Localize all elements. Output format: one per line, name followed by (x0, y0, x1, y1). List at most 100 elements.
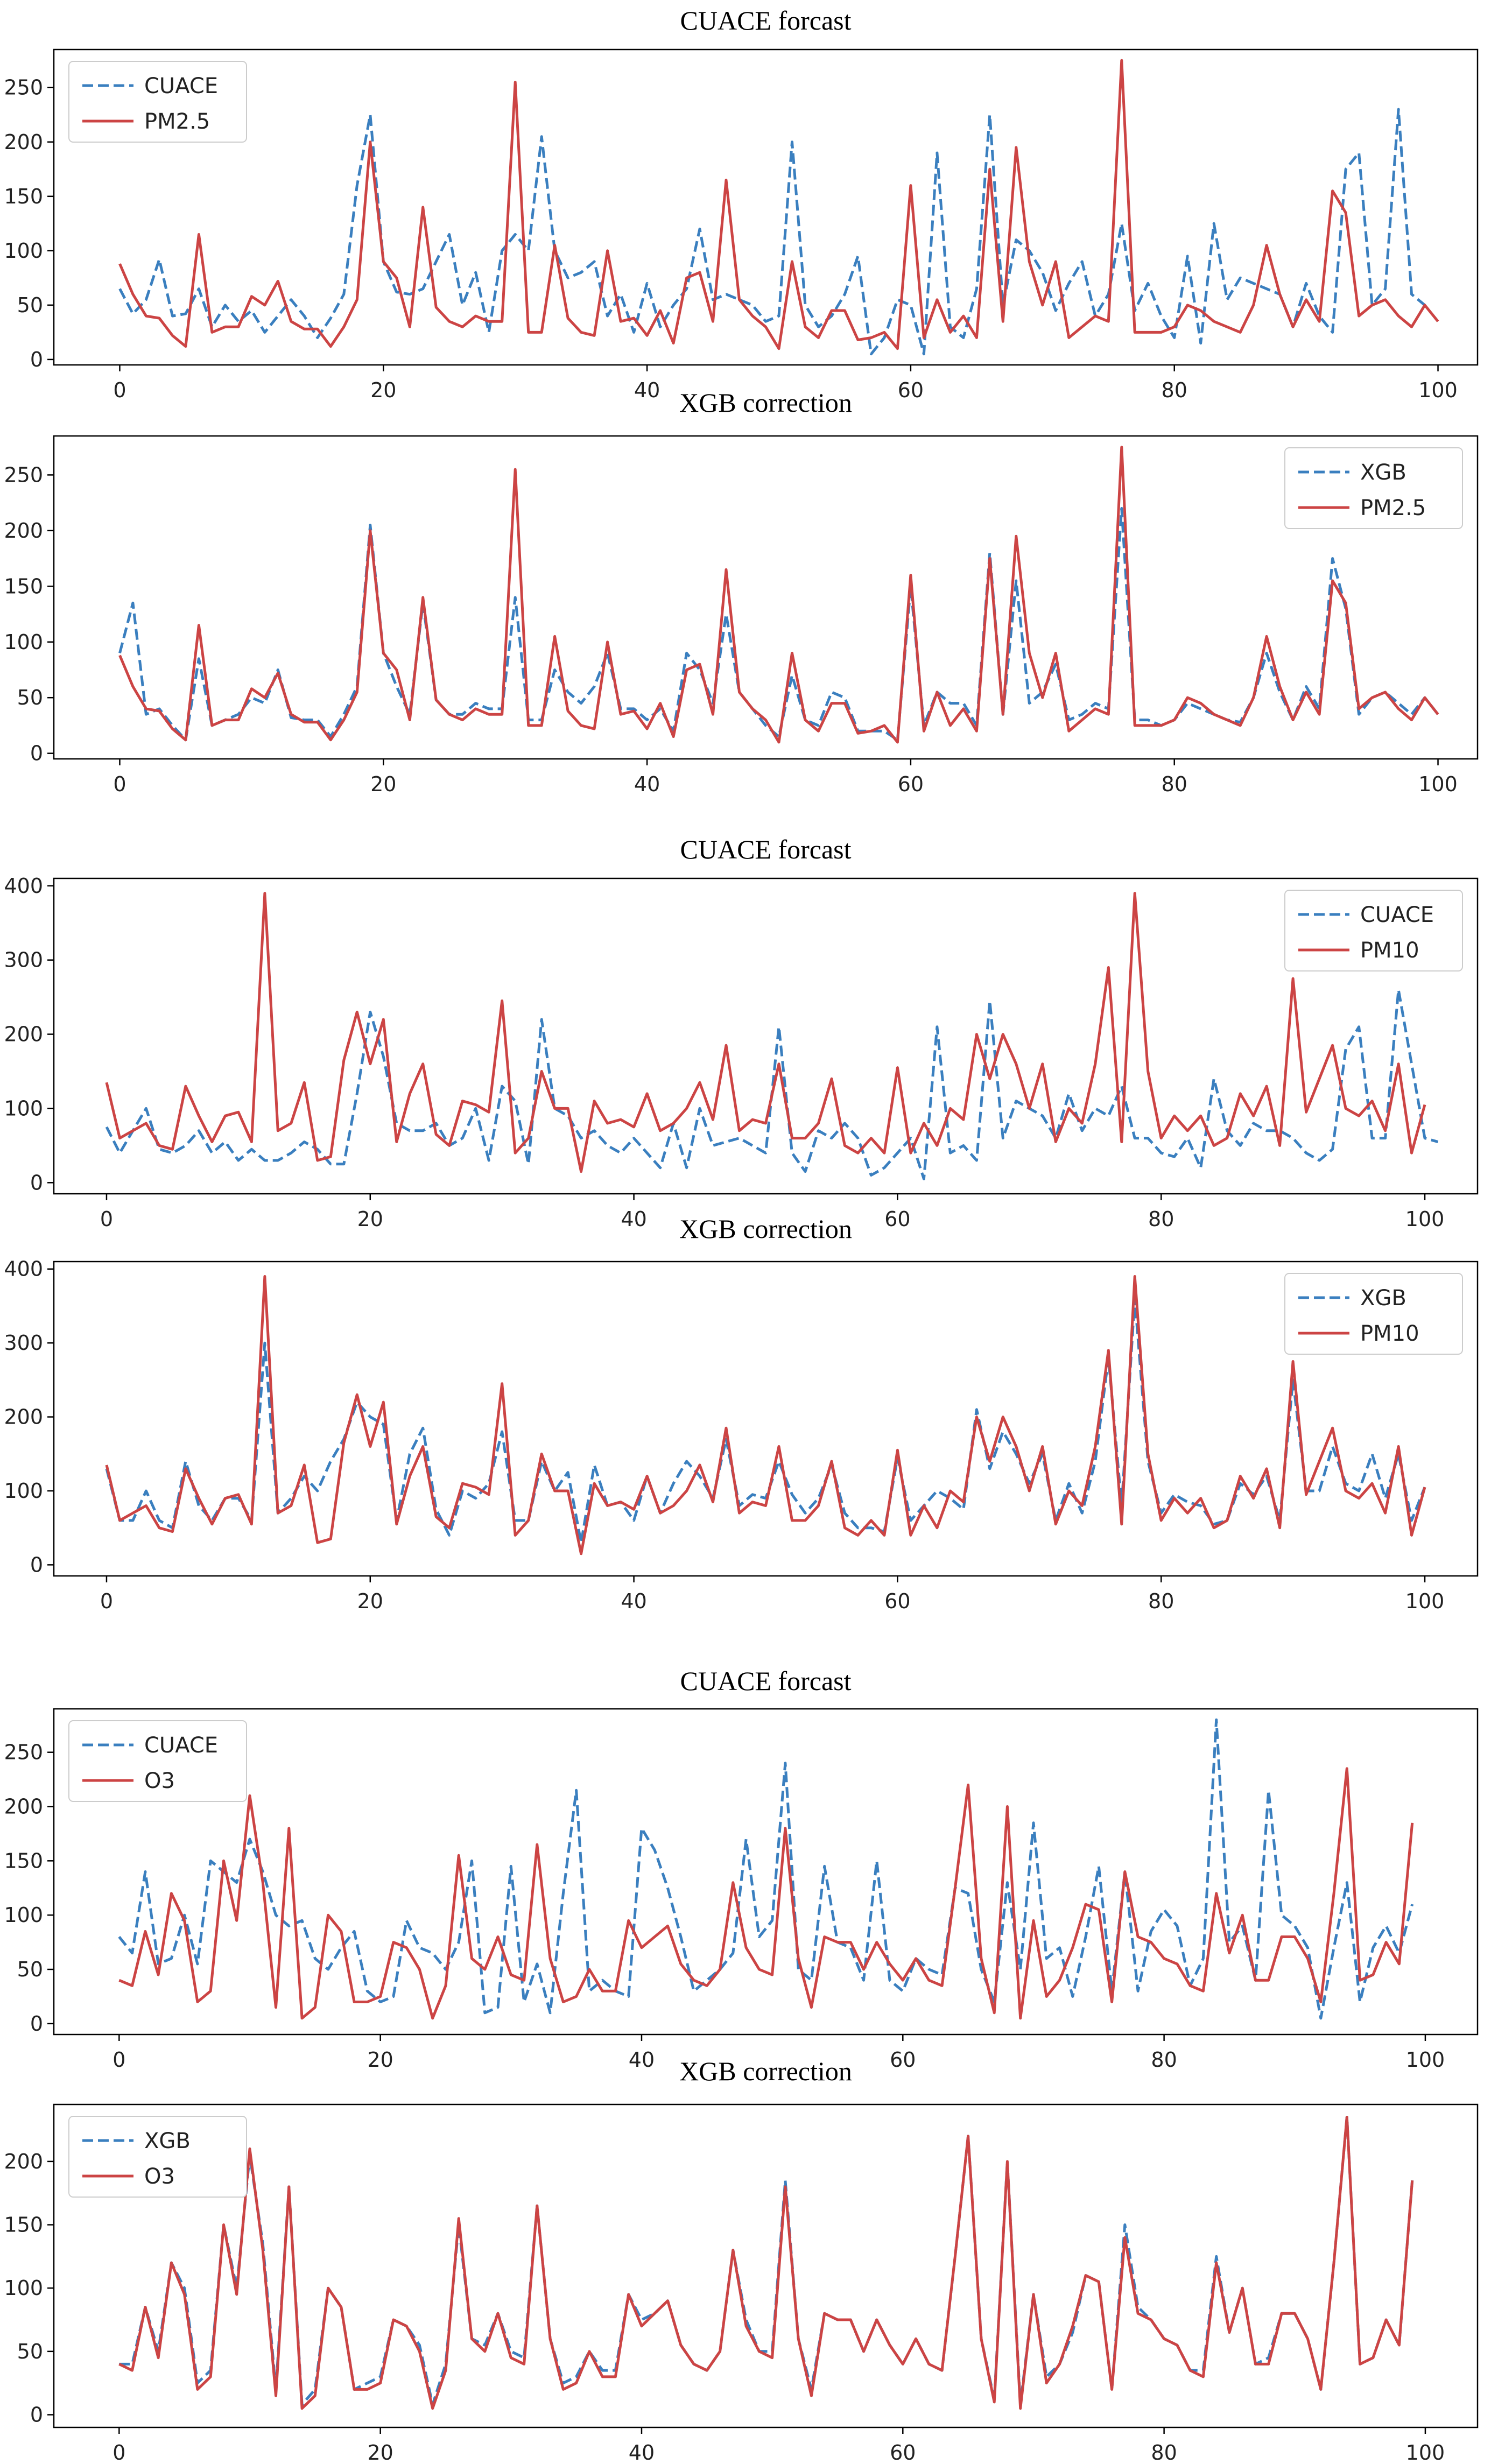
x-tick-label: 40 (634, 378, 660, 402)
legend-label: CUACE (144, 74, 218, 98)
y-tick-label: 0 (30, 742, 43, 765)
y-tick-label: 150 (4, 2213, 43, 2237)
x-tick-label: 100 (1406, 2441, 1445, 2464)
chart-panel-2: XGB correction 0 20 40 60 80 100 0 50 100 150 200 25… (4, 388, 1479, 796)
x-tick-label: 0 (112, 2441, 125, 2464)
x-tick-label: 60 (898, 378, 924, 402)
chart-panel-5: CUACE forcast 0 20 40 60 80 100 0 50 100 150 200 250… (4, 1666, 1479, 2072)
plot-frame (53, 877, 1479, 1195)
y-tick-label: 0 (30, 2012, 43, 2036)
series-line-cuace (118, 1718, 1414, 2020)
series-line-cuace (105, 988, 1439, 1180)
series-line-xgb (118, 507, 1439, 742)
chart-title: XGB correction (679, 1214, 852, 1244)
chart-panel-6: XGB correction 0 20 40 60 80 100 0 50 100 150 200 XG… (4, 2056, 1479, 2464)
x-tick-label: 100 (1418, 772, 1458, 796)
legend-label: XGB (144, 2129, 191, 2153)
x-tick-label: 0 (100, 1589, 113, 1613)
x-tick-label: 40 (634, 772, 660, 796)
y-tick-label: 250 (4, 463, 43, 487)
x-tick-label: 20 (357, 1589, 383, 1613)
y-tick-label: 100 (4, 2276, 43, 2300)
series-line-pm25 (118, 59, 1439, 350)
x-tick-label: 20 (367, 2048, 393, 2072)
legend-label: O3 (144, 1769, 175, 1793)
y-tick-label: 0 (30, 2403, 43, 2426)
legend: XGB O3 (68, 2116, 247, 2198)
y-tick-label: 50 (17, 293, 43, 317)
x-tick-label: 60 (890, 2441, 916, 2464)
y-tick-label: 150 (4, 1849, 43, 1872)
series-line-pm25 (118, 446, 1439, 744)
y-tick-label: 200 (4, 130, 43, 154)
plot-frame (53, 1261, 1479, 1577)
legend-label: PM2.5 (1360, 496, 1426, 520)
series-line-o3 (118, 2116, 1414, 2410)
chart-title: XGB correction (679, 388, 852, 418)
plot-frame (53, 48, 1479, 366)
y-tick-label: 200 (4, 2150, 43, 2173)
x-tick-label: 80 (1162, 772, 1187, 796)
plot-frame (53, 1708, 1479, 2036)
x-tick-label: 80 (1162, 378, 1187, 402)
series-line-xgb (119, 2116, 1414, 2406)
y-tick-label: 300 (4, 948, 43, 972)
chart-panel-3: CUACE forcast 0 20 40 60 80 100 0 100 200 300 400 CU… (4, 834, 1479, 1231)
series-line-pm10 (105, 1275, 1426, 1555)
y-tick-label: 300 (4, 1331, 43, 1355)
x-tick-label: 80 (1148, 1589, 1174, 1613)
legend-label: PM2.5 (144, 109, 210, 134)
y-tick-label: 50 (17, 686, 43, 709)
chart-panel-4: XGB correction 0 20 40 60 80 100 0 100 200 300 400 X… (4, 1214, 1479, 1613)
y-tick-label: 400 (4, 1257, 43, 1281)
y-tick-label: 200 (4, 1795, 43, 1819)
x-tick-label: 40 (629, 2048, 655, 2072)
y-tick-label: 250 (4, 1741, 43, 1764)
y-tick-label: 100 (4, 1096, 43, 1120)
series-line-o3 (118, 1767, 1414, 2020)
chart-panel-1: CUACE forcast 0 20 40 60 80 100 0 50 100 150 200 250… (4, 5, 1479, 402)
x-tick-label: 80 (1151, 2048, 1177, 2072)
y-tick-label: 0 (30, 348, 43, 371)
legend: CUACE PM10 (1284, 890, 1463, 971)
y-tick-label: 0 (30, 1171, 43, 1194)
x-tick-label: 60 (898, 772, 924, 796)
legend: CUACE O3 (68, 1720, 247, 1802)
series-line-xgb (105, 1297, 1426, 1544)
legend: XGB PM2.5 (1284, 447, 1463, 529)
x-tick-label: 100 (1405, 1207, 1445, 1231)
x-tick-label: 20 (370, 378, 396, 402)
x-tick-label: 80 (1148, 1207, 1174, 1231)
legend-label: XGB (1360, 1286, 1406, 1311)
x-tick-label: 100 (1418, 378, 1458, 402)
chart-title: CUACE forcast (680, 834, 852, 864)
legend-label: PM10 (1360, 938, 1419, 963)
x-tick-label: 20 (367, 2441, 393, 2464)
x-tick-label: 60 (890, 2048, 916, 2072)
y-tick-label: 200 (4, 1405, 43, 1429)
series-line-pm10 (105, 892, 1426, 1173)
x-tick-label: 100 (1406, 2048, 1445, 2072)
chart-title: CUACE forcast (680, 5, 852, 36)
legend-label: CUACE (1360, 903, 1434, 927)
x-tick-label: 40 (629, 2441, 655, 2464)
x-tick-label: 0 (113, 378, 126, 402)
x-tick-label: 80 (1151, 2441, 1177, 2464)
y-tick-label: 50 (17, 2340, 43, 2363)
x-tick-label: 40 (621, 1207, 646, 1231)
legend: CUACE PM2.5 (68, 61, 247, 143)
legend-label: O3 (144, 2164, 175, 2189)
x-tick-label: 20 (370, 772, 396, 796)
x-tick-label: 60 (884, 1589, 910, 1613)
series-line-cuace (118, 108, 1426, 356)
x-tick-label: 0 (100, 1207, 113, 1231)
x-tick-label: 0 (113, 772, 126, 796)
y-tick-label: 50 (17, 1958, 43, 1981)
plot-frame (53, 2103, 1479, 2428)
chart-title: XGB correction (679, 2056, 852, 2086)
chart-title: CUACE forcast (680, 1666, 852, 1696)
y-tick-label: 100 (4, 1903, 43, 1927)
legend: XGB PM10 (1284, 1273, 1463, 1355)
y-tick-label: 100 (4, 630, 43, 654)
